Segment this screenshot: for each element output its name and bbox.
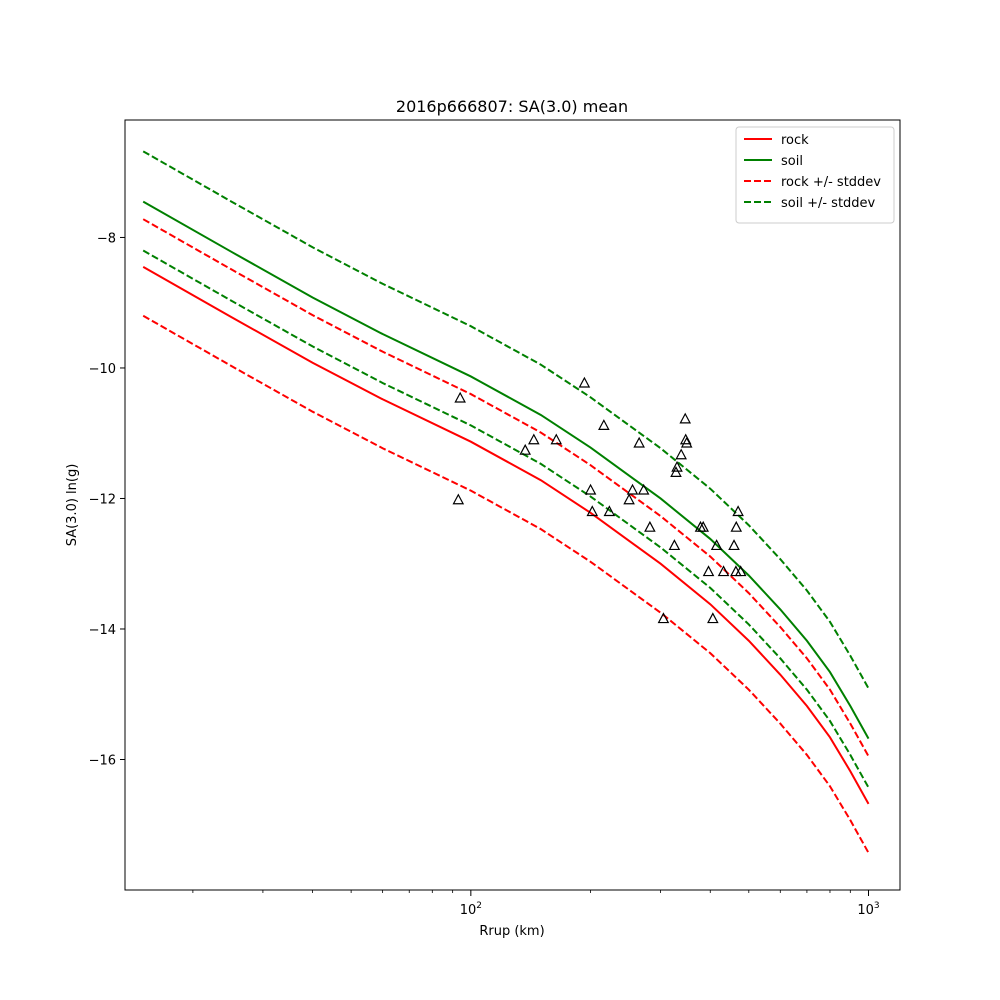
y-tick-label: −14 — [89, 623, 116, 638]
y-tick-label: −10 — [89, 362, 116, 377]
observation-point — [679, 433, 692, 445]
observation-point — [528, 433, 540, 445]
legend-label: soil +/- stddev — [781, 196, 876, 211]
observation-point — [637, 483, 650, 495]
observation-point — [710, 539, 723, 551]
legend-label: soil — [781, 154, 803, 169]
observation-point — [550, 433, 563, 445]
legend: rock soil rock +/- stddev soil +/- stddev — [735, 126, 895, 224]
plot-frame — [124, 119, 901, 891]
series-line-3 — [142, 314, 870, 854]
observation-point — [680, 436, 693, 448]
series-line-0 — [142, 265, 870, 805]
observation-point — [584, 483, 597, 495]
series-layer — [142, 150, 870, 854]
observation-point — [626, 483, 639, 495]
observation-point — [452, 493, 465, 505]
observations-layer — [452, 376, 747, 624]
observation-point — [603, 505, 616, 517]
observation-point — [586, 505, 599, 517]
observation-point — [730, 520, 743, 532]
observation-point — [702, 565, 715, 577]
observation-point — [670, 466, 682, 477]
observation-point — [519, 443, 532, 455]
observation-point — [633, 436, 645, 448]
observation-point — [578, 376, 591, 388]
observation-point — [679, 412, 692, 424]
legend-label: rock +/- stddev — [781, 175, 881, 190]
series-line-4 — [142, 150, 870, 689]
legend-box — [735, 126, 895, 224]
observation-point — [734, 565, 747, 577]
series-line-5 — [142, 249, 870, 789]
y-tick-label: −16 — [89, 753, 116, 768]
observation-point — [732, 505, 744, 517]
observation-point — [454, 391, 466, 403]
observation-point — [671, 460, 683, 472]
series-line-1 — [142, 200, 870, 740]
observation-point — [675, 448, 687, 460]
observation-point — [707, 612, 719, 624]
series-line-2 — [142, 218, 870, 757]
legend-label: rock — [781, 133, 809, 148]
axes-layer: −16 −14 −12 −10 −8 102 103 — [89, 119, 901, 918]
observation-point — [598, 419, 610, 430]
x-axis-label: Rrup (km) — [479, 924, 544, 939]
observation-point — [728, 539, 740, 551]
x-tick-label: 102 — [460, 901, 482, 918]
x-tick-label: 103 — [857, 901, 879, 918]
observation-point — [730, 565, 742, 577]
observation-point — [697, 520, 710, 532]
observation-point — [644, 520, 656, 532]
observation-point — [657, 612, 670, 624]
y-tick-label: −12 — [89, 492, 116, 507]
observation-point — [717, 565, 730, 577]
y-axis-label: SA(3.0) ln(g) — [65, 464, 80, 547]
chart-title: 2016p666807: SA(3.0) mean — [396, 97, 628, 116]
observation-point — [623, 493, 635, 505]
y-tick-label: −8 — [97, 231, 116, 246]
observation-point — [668, 539, 681, 551]
